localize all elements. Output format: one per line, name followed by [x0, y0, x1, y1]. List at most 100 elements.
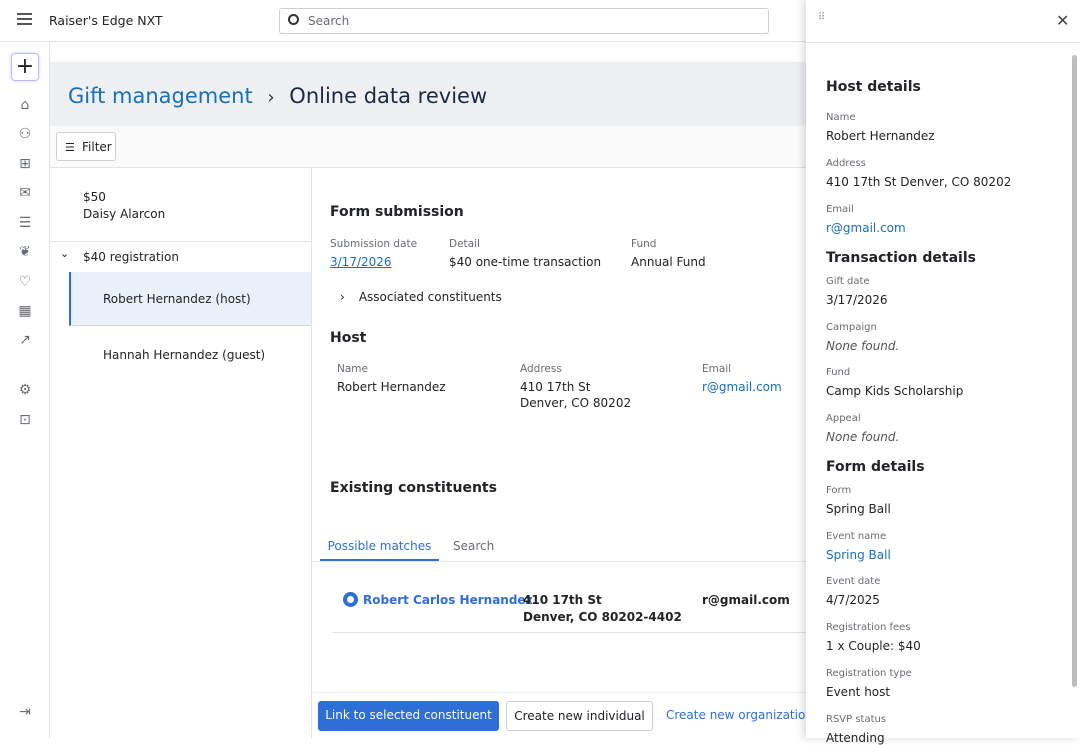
fundraising-icon[interactable]: ♡ — [18, 274, 32, 290]
field-value: 1 x Couple: $40 — [826, 639, 921, 653]
field-value: Spring Ball — [826, 502, 891, 516]
match-row[interactable]: Robert Carlos Hernandez 410 17th St Denv… — [332, 573, 806, 633]
left-nav: + ⌂ ⚇ ⊞ ✉ ☰ ❦ ♡ ▦ ↗ ⚙ ⊡ ⇥ — [0, 42, 50, 738]
analysis-icon[interactable]: ↗ — [19, 332, 31, 348]
action-bar-divider — [312, 692, 806, 693]
collapse-icon[interactable]: ⇥ — [19, 704, 31, 720]
details-flyout: ⠿ ✕ Host details Name Robert Hernandez Ad… — [806, 0, 1080, 745]
breadcrumb-parent[interactable]: Gift management — [68, 84, 253, 108]
field-label: Event name — [826, 531, 887, 542]
calendar-icon[interactable]: ▦ — [18, 303, 32, 319]
list-group[interactable]: ⌄ $40 registration — [50, 243, 311, 272]
list-item[interactable]: $50 Daisy Alarcon — [50, 168, 311, 242]
form-details-title: Form details — [826, 459, 925, 475]
panel-header-divider — [806, 42, 1080, 43]
handshake-icon[interactable]: ❦ — [19, 244, 31, 260]
host-email-label: Email — [702, 363, 732, 375]
fund-value: Annual Fund — [631, 255, 706, 269]
app-title: Raiser's Edge NXT — [49, 13, 163, 28]
tabs-divider — [312, 561, 806, 562]
form-submission-title: Form submission — [330, 204, 464, 220]
list-item[interactable]: Hannah Hernandez (guest) — [69, 327, 311, 383]
field-value: Camp Kids Scholarship — [826, 384, 964, 398]
associated-constituents-toggle[interactable]: › Associated constituents — [340, 290, 502, 304]
submission-list: $50 Daisy Alarcon ⌄ $40 registration Rob… — [50, 168, 312, 738]
page-header: Gift management › Online data review — [50, 62, 806, 126]
scrollbar[interactable] — [1072, 55, 1077, 687]
chevron-right-icon: › — [340, 290, 345, 304]
field-label: Registration type — [826, 668, 912, 679]
field-label: Name — [826, 112, 856, 123]
fund-label: Fund — [631, 238, 657, 250]
breadcrumb: Gift management › Online data review — [68, 84, 487, 108]
field-value: 3/17/2026 — [826, 293, 888, 307]
detail-pane: Form submission Submission date 3/17/202… — [312, 168, 806, 738]
chevron-right-icon: › — [267, 87, 275, 108]
field-registration-type: Registration type Event host — [826, 668, 912, 699]
lists-icon[interactable]: ☰ — [18, 215, 32, 231]
field-label: Event date — [826, 576, 881, 587]
host-details-title: Host details — [826, 79, 921, 95]
link-to-selected-constituent-button[interactable]: Link to selected constituent — [318, 701, 499, 731]
host-name-label: Name — [337, 363, 368, 375]
gifts-icon[interactable]: ⊞ — [19, 156, 31, 172]
field-appeal: Appeal None found. — [826, 413, 899, 444]
field-label: Appeal — [826, 413, 861, 424]
host-email-link[interactable]: r@gmail.com — [702, 380, 782, 394]
field-campaign: Campaign None found. — [826, 322, 899, 353]
submission-date-link[interactable]: 3/17/2026 — [330, 255, 392, 269]
home-icon[interactable]: ⌂ — [20, 97, 30, 113]
field-label: Fund — [826, 367, 851, 378]
field-form: Form Spring Ball — [826, 485, 891, 516]
tab-label: Search — [453, 539, 495, 553]
field-label: Gift date — [826, 276, 870, 287]
field-address: Address 410 17th St Denver, CO 80202 — [826, 158, 1011, 189]
field-label: Address — [826, 158, 866, 169]
settings-icon[interactable]: ⚙ — [18, 382, 32, 398]
create-new-organization-button[interactable]: Create new organization — [666, 708, 811, 722]
search-input[interactable]: Search — [279, 8, 769, 34]
field-label: RSVP status — [826, 714, 887, 725]
tab-possible-matches[interactable]: Possible matches — [320, 531, 439, 561]
field-email: Email r@gmail.com — [826, 204, 906, 235]
search-icon — [288, 14, 299, 25]
close-icon[interactable]: ✕ — [1056, 11, 1070, 30]
page-title: Online data review — [289, 84, 488, 108]
email-link[interactable]: r@gmail.com — [826, 221, 906, 235]
detail-label: Detail — [449, 238, 480, 250]
email-icon[interactable]: ✉ — [19, 185, 31, 201]
menu-icon[interactable] — [17, 13, 32, 25]
filter-label: Filter — [82, 140, 112, 154]
event-name-link[interactable]: Spring Ball — [826, 548, 891, 562]
match-name-link[interactable]: Robert Carlos Hernandez — [363, 593, 533, 607]
chevron-down-icon[interactable]: ⌄ — [60, 247, 70, 260]
host-address-label: Address — [520, 363, 562, 375]
field-value: None found. — [826, 430, 900, 444]
marketplace-icon[interactable]: ⊡ — [19, 412, 31, 428]
detail-value: $40 one-time transaction — [449, 255, 602, 269]
host-address-line2: Denver, CO 80202 — [520, 396, 632, 410]
field-label: Campaign — [826, 322, 877, 333]
field-label: Form — [826, 485, 852, 496]
create-new-individual-button[interactable]: Create new individual — [506, 701, 653, 731]
filter-button[interactable]: ☰ Filter — [56, 132, 116, 161]
drag-handle-icon[interactable]: ⠿ — [818, 12, 826, 23]
field-value: Attending — [826, 731, 885, 745]
associated-label: Associated constituents — [358, 290, 502, 304]
host-address-line1: 410 17th St — [520, 380, 591, 394]
host-name: Robert Hernandez — [337, 380, 446, 394]
field-value: 410 17th St Denver, CO 80202 — [826, 175, 1012, 189]
tab-search[interactable]: Search — [453, 531, 494, 561]
field-name: Name Robert Hernandez — [826, 112, 935, 143]
add-button[interactable]: + — [11, 53, 39, 81]
field-registration-fees: Registration fees 1 x Couple: $40 — [826, 622, 921, 653]
field-label: Registration fees — [826, 622, 911, 633]
constituents-icon[interactable]: ⚇ — [18, 126, 32, 142]
match-email: r@gmail.com — [702, 593, 790, 607]
field-event-name: Event name Spring Ball — [826, 531, 891, 562]
existing-constituents-title: Existing constituents — [330, 480, 497, 496]
tab-label: Possible matches — [327, 539, 432, 553]
radio-selected-icon[interactable] — [343, 592, 358, 607]
list-item-amount: $50 — [83, 190, 106, 204]
list-item-selected[interactable]: Robert Hernandez (host) — [69, 272, 311, 326]
